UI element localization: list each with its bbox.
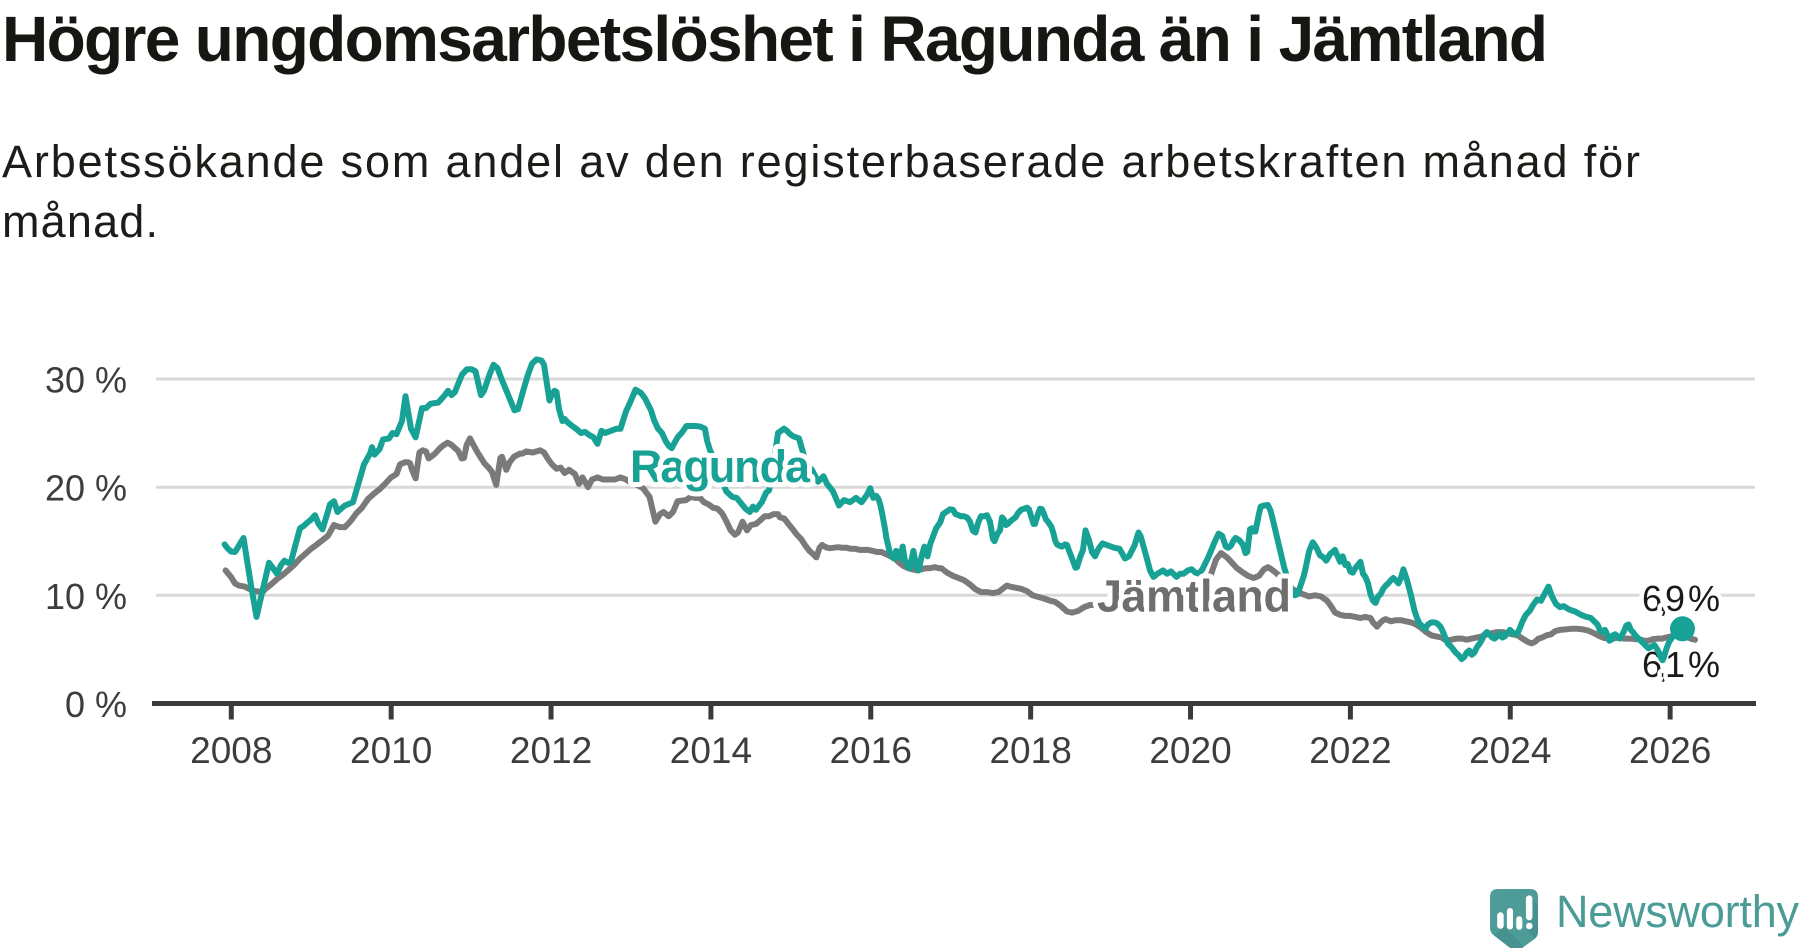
svg-text:20 %: 20 %	[45, 468, 127, 509]
svg-text:Högre ungdomsarbetslöshet i Ra: Högre ungdomsarbetslöshet i Ragunda än i…	[2, 3, 1548, 75]
svg-text:2010: 2010	[350, 730, 432, 771]
svg-text:2024: 2024	[1469, 730, 1551, 771]
svg-text:2020: 2020	[1149, 730, 1231, 771]
svg-text:2026: 2026	[1629, 730, 1711, 771]
svg-text:2008: 2008	[190, 730, 272, 771]
svg-text:10 %: 10 %	[45, 576, 127, 617]
svg-text:2012: 2012	[510, 730, 592, 771]
svg-text:6,1 %: 6,1 %	[1642, 644, 1720, 685]
svg-text:2018: 2018	[989, 730, 1071, 771]
svg-text:Ragunda: Ragunda	[630, 441, 811, 492]
svg-text:Jämtland: Jämtland	[1097, 571, 1291, 622]
svg-text:30 %: 30 %	[45, 360, 127, 401]
svg-text:2022: 2022	[1309, 730, 1391, 771]
svg-text:2016: 2016	[830, 730, 912, 771]
svg-text:0 %: 0 %	[65, 684, 127, 725]
svg-text:Newsworthy: Newsworthy	[1556, 886, 1800, 937]
svg-text:6,9 %: 6,9 %	[1642, 578, 1720, 619]
svg-text:2014: 2014	[670, 730, 752, 771]
svg-text:månad.: månad.	[2, 196, 158, 247]
